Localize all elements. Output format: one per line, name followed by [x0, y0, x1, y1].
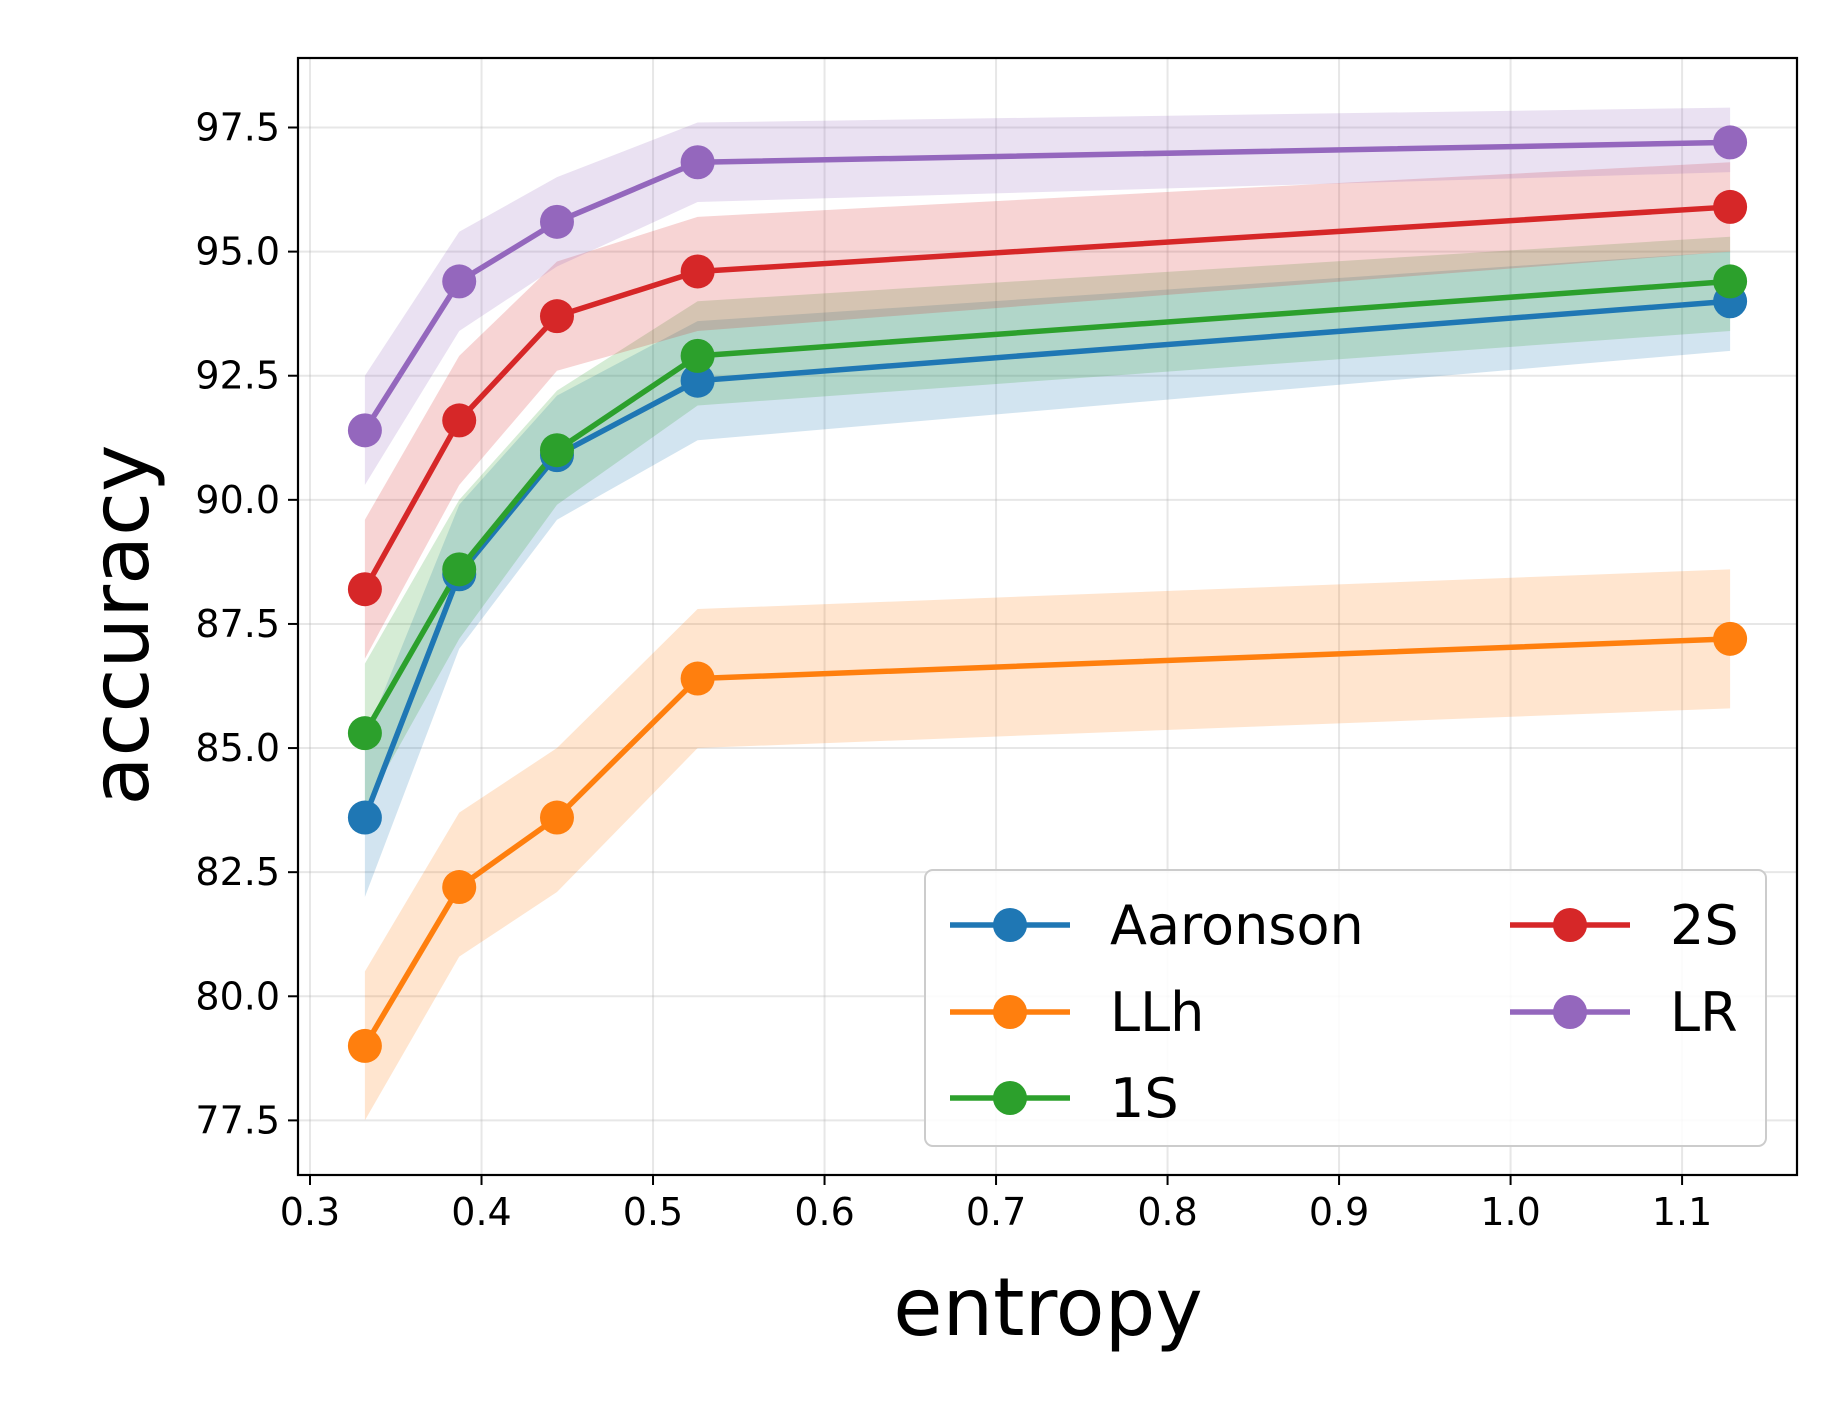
point-llh — [1713, 621, 1748, 656]
y-tick-label: 85.0 — [195, 726, 280, 770]
point-1s — [442, 552, 477, 587]
point-1s — [539, 433, 574, 468]
point-2s — [1713, 189, 1748, 224]
x-tick-label: 0.8 — [1137, 1190, 1197, 1234]
legend-marker-llh — [993, 995, 1027, 1029]
point-lr — [539, 204, 574, 239]
legend-label-llh: LLh — [1110, 981, 1204, 1044]
y-tick-label: 92.5 — [195, 354, 280, 398]
point-2s — [347, 572, 382, 607]
y-tick-label: 97.5 — [195, 106, 280, 150]
x-tick-label: 0.7 — [966, 1190, 1026, 1234]
y-tick-label: 82.5 — [195, 850, 280, 894]
x-tick-label: 0.6 — [794, 1190, 854, 1234]
legend-marker-aaronson — [993, 908, 1027, 942]
legend-box — [924, 869, 1767, 1147]
y-tick-label: 95.0 — [195, 230, 280, 274]
legend-marker-2s — [1553, 908, 1587, 942]
point-1s — [1713, 264, 1748, 299]
point-2s — [442, 403, 477, 438]
y-axis-label: accuracy — [74, 445, 167, 806]
x-tick-label: 1.1 — [1652, 1190, 1712, 1234]
point-1s — [680, 338, 715, 373]
point-llh — [442, 870, 477, 905]
legend: Aaronson LLh 1S 2S LR — [924, 869, 1767, 1147]
legend-marker-lr — [1553, 995, 1587, 1029]
series-markers — [347, 125, 1748, 1063]
point-lr — [442, 264, 477, 299]
y-tick-label: 87.5 — [195, 602, 280, 646]
x-axis-ticks: 0.3 0.4 0.5 0.6 0.7 0.8 0.9 1.0 1.1 — [280, 1175, 1712, 1234]
x-tick-label: 0.9 — [1309, 1190, 1369, 1234]
legend-label-aaronson: Aaronson — [1110, 894, 1364, 957]
legend-label-lr: LR — [1670, 981, 1738, 1044]
point-lr — [1713, 125, 1748, 160]
y-tick-label: 77.5 — [195, 1098, 280, 1142]
legend-marker-1s — [993, 1081, 1027, 1115]
y-axis-ticks: 77.5 80.0 82.5 85.0 87.5 90.0 92.5 95.0 97.5 — [195, 106, 298, 1142]
plot-area-frame — [296, 56, 1799, 1177]
x-tick-label: 0.3 — [280, 1190, 340, 1234]
y-tick-label: 80.0 — [195, 974, 280, 1018]
legend-label-1s: 1S — [1110, 1067, 1179, 1130]
legend-label-2s: 2S — [1670, 894, 1739, 957]
band-aaronson — [364, 251, 1731, 897]
point-lr — [347, 413, 382, 448]
band-llh — [364, 569, 1731, 1121]
point-llh — [347, 1028, 382, 1063]
x-tick-label: 0.5 — [623, 1190, 683, 1234]
x-tick-label: 0.4 — [451, 1190, 511, 1234]
point-lr — [680, 145, 715, 180]
point-2s — [539, 299, 574, 334]
point-aaronson — [347, 800, 382, 835]
x-axis-label: entropy — [893, 1261, 1203, 1354]
x-tick-label: 1.0 — [1480, 1190, 1540, 1234]
point-llh — [680, 661, 715, 696]
point-aaronson — [680, 363, 715, 398]
band-2s — [364, 162, 1731, 659]
point-1s — [347, 716, 382, 751]
point-llh — [539, 800, 574, 835]
point-2s — [680, 254, 715, 289]
y-tick-label: 90.0 — [195, 478, 280, 522]
